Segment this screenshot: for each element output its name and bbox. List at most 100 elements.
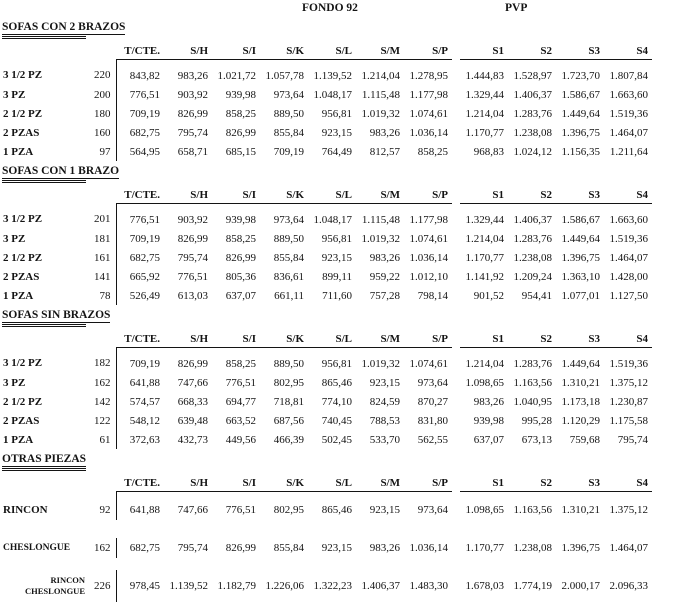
group-gap-cell (452, 85, 460, 104)
price-cell: 956,81 (321, 232, 352, 245)
price-cell: 372,63 (115, 430, 164, 449)
row-size: 161 (94, 251, 111, 264)
column-header-s4: S4 (604, 331, 652, 348)
column-header-s2: S2 (508, 331, 556, 348)
table-row: 3 PZ 162 641,88 747,66 776,51 802,95 865,46 923… (2, 373, 652, 392)
price-table: T/CTE. S/H S/I S/K S/L S/M S/P S1 S2 S3 S4 RINCON 92… (2, 475, 652, 602)
price-cell: 1.127,50 (609, 289, 649, 302)
price-cell: 1.663,60 (609, 213, 649, 226)
price-cell: 1.098,65 (465, 376, 505, 389)
group-gap-cell (452, 570, 460, 602)
price-cell: 923,15 (321, 251, 352, 264)
price-cell: 1.214,04 (361, 69, 401, 82)
price-cell: 795,74 (617, 433, 648, 446)
row-size: 201 (94, 213, 111, 226)
row-size: 78 (99, 289, 111, 302)
price-cell: 663,52 (225, 414, 256, 427)
price-cell: 1.163,56 (513, 504, 553, 516)
group-gap-cell (452, 60, 460, 86)
price-cell: 1.019,32 (361, 107, 401, 120)
row-size: 182 (94, 357, 111, 370)
price-cell: 1.074,61 (409, 232, 449, 245)
price-cell: 533,70 (369, 433, 400, 446)
price-cell: 824,59 (369, 395, 400, 408)
price-cell: 562,55 (417, 433, 448, 446)
row-label-line: 2 1/2 PZ (3, 107, 43, 120)
column-header-s2: S2 (508, 43, 556, 60)
row-label: RINCON CHESLONGUE (2, 570, 90, 602)
price-cell: 858,25 (225, 232, 256, 245)
column-header-s3: S3 (556, 187, 604, 204)
price-cell: 1.139,52 (313, 69, 353, 82)
price-cell: 939,98 (473, 414, 504, 427)
column-header-s-i: S/I (212, 475, 260, 492)
price-cell: 889,50 (273, 232, 304, 245)
price-cell: 1.024,12 (513, 145, 553, 158)
price-cell: 1.226,06 (265, 580, 305, 592)
price-cell: 466,39 (273, 433, 304, 446)
price-cell: 1.238,08 (513, 126, 553, 139)
column-header-s-h: S/H (164, 475, 212, 492)
price-cell: 795,74 (177, 126, 208, 139)
row-label-line: 3 1/2 PZ (3, 357, 43, 370)
price-cell: 858,25 (417, 145, 448, 158)
column-header-s-h: S/H (164, 43, 212, 60)
group-gap-cell (452, 204, 460, 230)
row-label: 2 PZAS (2, 411, 90, 430)
column-header-s1: S1 (460, 187, 508, 204)
price-cell: 1.170,77 (465, 126, 505, 139)
price-cell: 1.019,32 (361, 357, 401, 370)
header-group-gap (452, 43, 460, 60)
price-cell: 1.012,10 (409, 270, 449, 283)
price-cell: 718,81 (273, 395, 304, 408)
section-title-double-rule (2, 468, 86, 471)
section-title-double-rule (2, 324, 86, 327)
group-gap-cell (452, 248, 460, 267)
price-cell: 526,49 (115, 286, 164, 305)
row-label-line: 1 PZA (3, 433, 34, 446)
row-label-line: 3 1/2 PZ (3, 213, 43, 226)
column-header-s1: S1 (460, 475, 508, 492)
column-header-s-h: S/H (164, 187, 212, 204)
price-cell: 1.057,78 (265, 69, 305, 82)
header-size-spacer (90, 475, 116, 492)
group-gap-cell (452, 392, 460, 411)
price-cell: 685,15 (225, 145, 256, 158)
group-gap-cell (452, 492, 460, 521)
price-cell: 973,64 (417, 504, 448, 516)
price-cell: 858,25 (225, 107, 256, 120)
row-size: 160 (94, 126, 111, 139)
price-cell: 788,53 (369, 414, 400, 427)
price-cell: 1.449,64 (561, 232, 601, 245)
price-cell: 1.209,24 (513, 270, 553, 283)
price-cell: 995,28 (521, 414, 552, 427)
price-table: T/CTE. S/H S/I S/K S/L S/M S/P S1 S2 S3 S4 3 1/2 PZ… (2, 187, 652, 305)
price-cell: 564,95 (115, 142, 164, 161)
table-row: 3 PZ 200 776,51 903,92 939,98 973,64 1.048,17 1… (2, 85, 652, 104)
column-header-s-l: S/L (308, 331, 356, 348)
price-cell: 1.036,14 (409, 542, 449, 554)
price-cell: 954,41 (521, 289, 552, 302)
price-cell: 956,81 (321, 357, 352, 370)
price-cell: 1.182,79 (217, 580, 257, 592)
price-cell: 574,57 (115, 392, 164, 411)
price-cell: 1.163,56 (513, 376, 553, 389)
row-label: CHESLONGUE (2, 538, 90, 558)
price-cell: 831,80 (417, 414, 448, 427)
column-header-s-i: S/I (212, 331, 260, 348)
column-header-s-p: S/P (404, 187, 452, 204)
price-cell: 1.375,12 (609, 376, 649, 389)
column-header-s4: S4 (604, 43, 652, 60)
column-header-s-m: S/M (356, 43, 404, 60)
price-cell: 658,71 (177, 145, 208, 158)
price-cell: 449,56 (225, 433, 256, 446)
price-cell: 641,88 (115, 373, 164, 392)
price-cell: 923,15 (321, 126, 352, 139)
price-cell: 978,45 (115, 570, 164, 602)
row-spacer-cell (2, 558, 652, 570)
price-cell: 1.310,21 (561, 504, 601, 516)
price-sections: SOFAS CON 2 BRAZOS T/CTE. S/H S/I S/K S/L S/M S… (2, 20, 673, 602)
price-cell: 776,51 (225, 504, 256, 516)
header-size-spacer (90, 43, 116, 60)
row-label-line: RINCON (50, 575, 85, 586)
